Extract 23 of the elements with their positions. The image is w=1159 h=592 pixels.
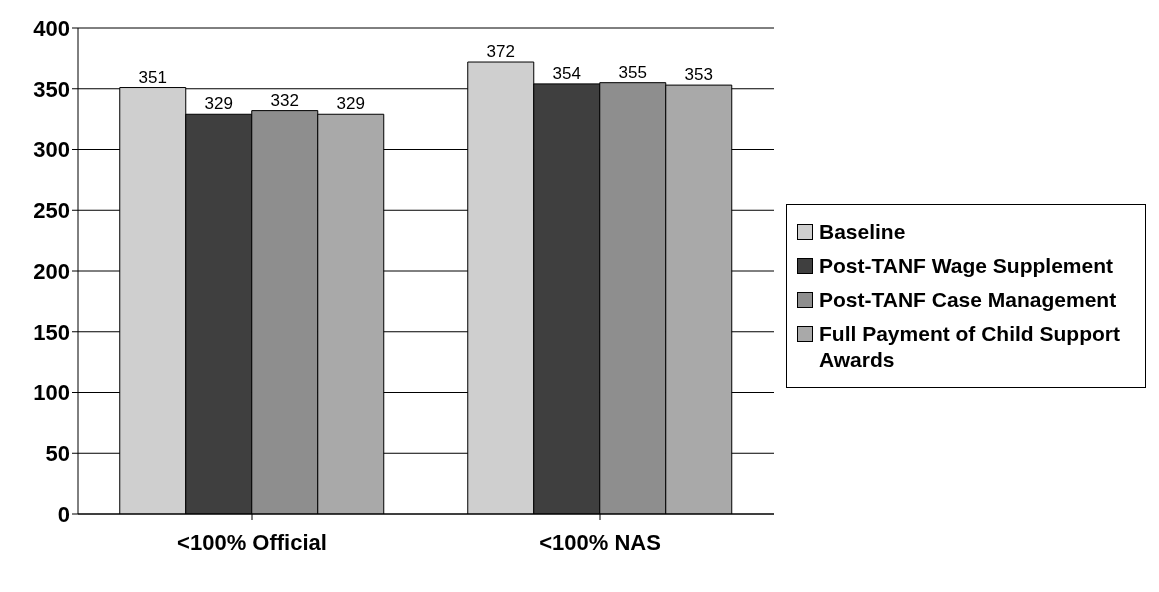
y-tick-label: 50 [45,441,70,467]
y-tick-label: 100 [33,380,70,406]
x-tick-label: <100% NAS [539,529,661,555]
y-tick-label: 200 [33,258,70,284]
legend-label: Full Payment of Child Support Awards [819,321,1121,373]
y-tick-label: 0 [57,501,70,527]
legend-label: Post-TANF Case Management [819,287,1117,313]
data-label: 355 [618,62,647,82]
data-label: 354 [552,63,581,83]
y-tick-label: 400 [33,15,70,41]
y-tick-label: 150 [33,319,70,345]
data-label: 351 [138,67,167,87]
data-label: 329 [204,94,233,114]
data-label: 329 [336,94,365,114]
y-tick-label: 300 [33,137,70,163]
y-tick-label: 250 [33,198,70,224]
x-tick-label: <100% Official [177,529,327,555]
data-label: 353 [684,65,713,85]
legend-label: Post-TANF Wage Supplement [819,253,1113,279]
data-label: 332 [270,90,299,110]
data-label: 372 [486,42,515,62]
legend-label: Baseline [819,219,906,245]
y-tick-label: 350 [33,76,70,102]
